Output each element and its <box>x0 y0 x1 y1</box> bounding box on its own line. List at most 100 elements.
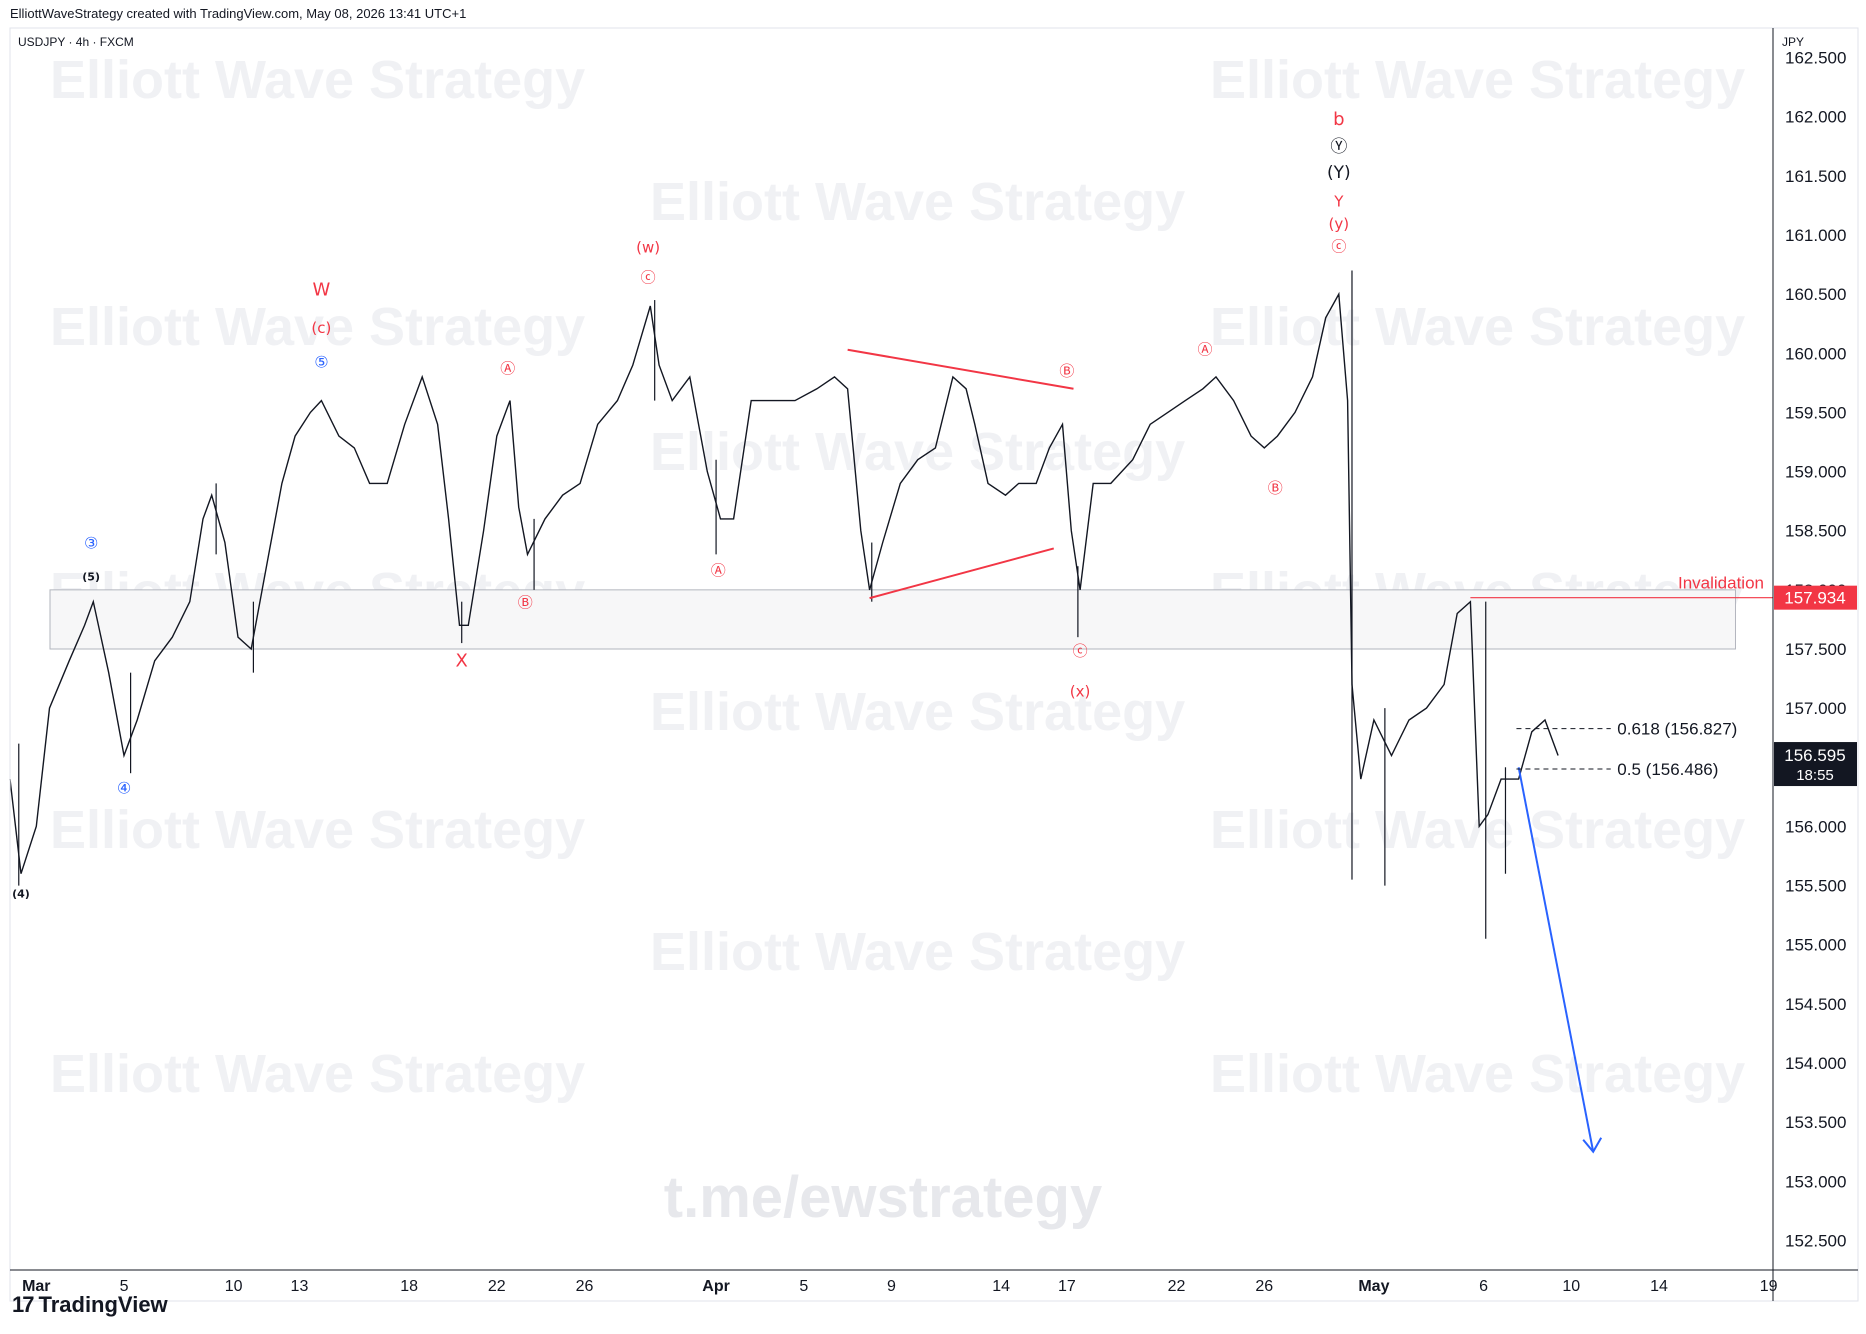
price-series <box>9 270 1559 939</box>
wave-label: b <box>1333 109 1344 130</box>
price-line <box>9 291 1559 874</box>
price-levels: Invalidation 0.618 (156.827) 0.5 (156.486) <box>1470 574 1773 779</box>
projection-arrow <box>1517 767 1595 1152</box>
x-tick-label: 14 <box>1650 1278 1668 1295</box>
y-tick-label: 161.000 <box>1785 226 1846 245</box>
x-tick-label: 9 <box>887 1278 896 1295</box>
wave-label: Y <box>1333 193 1344 211</box>
currency-label: JPY <box>1782 35 1804 49</box>
watermark-text: Elliott Wave Strategy <box>650 682 1185 742</box>
x-tick-label: 14 <box>992 1278 1010 1295</box>
x-tick-label: Mar <box>22 1278 50 1295</box>
y-tick-label: 154.500 <box>1785 995 1846 1014</box>
x-tick-label: 18 <box>400 1278 418 1295</box>
wave-label: Ⓐ <box>1198 340 1213 358</box>
x-tick-label: 26 <box>1255 1278 1273 1295</box>
x-tick-label: 26 <box>576 1278 594 1295</box>
wave-label: ⑤ <box>314 352 328 371</box>
wave-label: (y) <box>1329 215 1350 233</box>
tradingview-mark-icon: 17 <box>12 1292 35 1317</box>
wave-label: (c) <box>311 319 331 337</box>
y-tick-label: 155.000 <box>1785 936 1846 955</box>
watermark-text: Elliott Wave Strategy <box>1210 800 1745 860</box>
wave-label: ⓒ <box>1073 642 1088 660</box>
wave-label: W <box>312 279 330 300</box>
support-zone-box <box>49 589 1736 650</box>
x-tick-label: 22 <box>1168 1278 1186 1295</box>
triangle-trendline <box>869 547 1055 600</box>
watermark-text: Elliott Wave Strategy <box>1210 50 1745 110</box>
y-tick-label: 162.000 <box>1785 108 1846 127</box>
tradingview-wordmark: TradingView <box>38 1292 168 1317</box>
wave-annotations: (4) ③ (5) ④ W (c) ⑤ X Ⓐ Ⓑ (w) ⓒ Ⓐ Ⓑⓒ (x) Ⓐ Ⓑb Ⓨ (Y) Y (y) ⓒ <box>12 109 1603 1154</box>
x-tick-label: 19 <box>1760 1278 1778 1295</box>
wave-label: Ⓑ <box>1268 479 1283 497</box>
triangle-trendline <box>847 348 1074 390</box>
y-tick-label: 153.000 <box>1785 1172 1846 1191</box>
watermarks: Elliott Wave Strategy Elliott Wave Strate… <box>50 50 1745 1230</box>
wave-label: (Y) <box>1327 163 1351 183</box>
watermark-text: Elliott Wave Strategy <box>50 50 585 110</box>
y-tick-label: 159.500 <box>1785 403 1846 422</box>
wave-label: Ⓐ <box>500 359 515 377</box>
watermark-text: Elliott Wave Strategy <box>50 800 585 860</box>
chart-credit: ElliottWaveStrategy created with Trading… <box>10 6 467 21</box>
watermark-text: Elliott Wave Strategy <box>650 922 1185 982</box>
y-tick-label: 155.500 <box>1785 877 1846 896</box>
watermark-text: Elliott Wave Strategy <box>1210 1044 1745 1104</box>
telegram-watermark: t.me/ewstrategy <box>664 1165 1102 1230</box>
y-tick-label: 152.500 <box>1785 1231 1846 1250</box>
wave-label: (4) <box>12 887 30 900</box>
wave-label: Ⓐ <box>711 562 726 580</box>
current-price-text: 156.595 <box>1784 746 1845 765</box>
wave-label: ③ <box>84 533 98 552</box>
wave-label: ⓒ <box>641 268 656 286</box>
wave-label: Ⓑ <box>518 594 533 612</box>
watermark-text: Elliott Wave Strategy <box>50 1044 585 1104</box>
x-tick-label: Apr <box>702 1278 730 1295</box>
y-tick-label: 158.500 <box>1785 522 1846 541</box>
y-tick-label: 154.000 <box>1785 1054 1846 1073</box>
candle-countdown-text: 18:55 <box>1796 767 1834 784</box>
x-tick-label: 13 <box>291 1278 309 1295</box>
watermark-text: Elliott Wave Strategy <box>1210 297 1745 357</box>
y-tick-label: 160.500 <box>1785 285 1846 304</box>
x-tick-label: 22 <box>488 1278 506 1295</box>
watermark-text: Elliott Wave Strategy <box>50 297 585 357</box>
x-tick-label: 17 <box>1058 1278 1076 1295</box>
wave-label: Ⓑ <box>1059 362 1074 380</box>
x-tick-label: 10 <box>225 1278 243 1295</box>
projection-arrowhead <box>1582 1137 1603 1154</box>
axes[interactable]: JPY USDJPY · 4h · FXCM 152.500 153.000 153.5… <box>9 27 1859 1302</box>
wave-label: Ⓨ <box>1330 137 1347 157</box>
invalidation-price-text: 157.934 <box>1784 589 1845 608</box>
tradingview-logo[interactable]: 17 TradingView <box>12 1292 168 1318</box>
x-tick-label: 10 <box>1562 1278 1580 1295</box>
fib-label: 0.5 (156.486) <box>1617 760 1718 779</box>
invalidation-label: Invalidation <box>1678 574 1764 593</box>
watermark-text: Elliott Wave Strategy <box>650 172 1185 232</box>
y-tick-label: 157.000 <box>1785 699 1846 718</box>
watermark-text: Elliott Wave Strategy <box>650 422 1185 482</box>
wave-label: X <box>456 651 468 672</box>
wave-label: ④ <box>117 778 131 797</box>
y-tick-label: 161.500 <box>1785 167 1846 186</box>
y-tick-label: 156.000 <box>1785 817 1846 836</box>
x-tick-label: 6 <box>1479 1278 1488 1295</box>
plot-frame <box>9 27 1859 1302</box>
fib-label: 0.618 (156.827) <box>1617 720 1737 739</box>
wave-label: (w) <box>636 239 660 257</box>
wave-label: (5) <box>82 570 100 583</box>
y-tick-label: 162.500 <box>1785 49 1846 68</box>
invalidation-price-tag <box>1774 585 1857 610</box>
y-tick-label: 159.000 <box>1785 463 1846 482</box>
current-price-tag <box>1774 742 1857 787</box>
x-tick-label: 5 <box>799 1278 808 1295</box>
y-tick-label: 157.500 <box>1785 640 1846 659</box>
y-tick-label: 160.000 <box>1785 344 1846 363</box>
wave-label: ⓒ <box>1331 238 1346 256</box>
x-tick-label: 5 <box>120 1278 129 1295</box>
wave-label: (x) <box>1070 682 1091 700</box>
support-zone <box>49 589 1736 650</box>
